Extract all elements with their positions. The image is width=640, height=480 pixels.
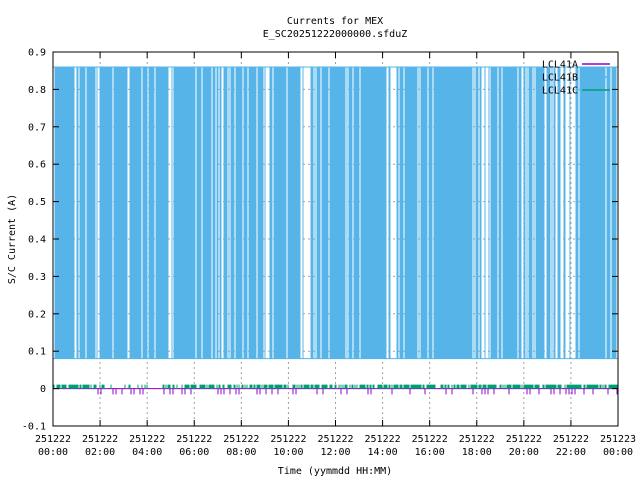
x-tick-label-time: 22:00: [556, 447, 586, 458]
x-tick-label-date: 251222: [412, 434, 448, 445]
y-tick-label: 0.4: [28, 235, 46, 246]
x-tick-label-time: 18:00: [462, 447, 492, 458]
x-tick-label-date: 251222: [223, 434, 259, 445]
x-tick-label-time: 00:00: [603, 447, 633, 458]
y-tick-label: 0.9: [28, 48, 46, 59]
legend: LCL41A LCL41B LCL41C: [542, 60, 610, 97]
plot-border: [52, 51, 619, 427]
x-tick-label-time: 08:00: [226, 447, 256, 458]
y-tick-label: 0.2: [28, 309, 46, 320]
chart-subtitle: E_SC20251222000000.sfduZ: [263, 29, 408, 40]
y-tick-label: 0.8: [28, 85, 46, 96]
y-axis-label: S/C Current (A): [7, 194, 18, 284]
y-tick-label: 0.7: [28, 122, 46, 133]
y-tick-label: 0.3: [28, 272, 46, 283]
series-lcl41b-line: [53, 66, 618, 360]
x-tick-label-date: 251222: [129, 434, 165, 445]
x-axis-label: Time (yymmdd HH:MM): [278, 466, 392, 477]
legend-label: LCL41A: [542, 60, 578, 71]
x-tick-label-time: 20:00: [509, 447, 539, 458]
y-tick-label: 0.6: [28, 160, 46, 171]
series-layer: [52, 66, 619, 395]
y-tick-label: 0: [40, 384, 46, 395]
x-tick-label-date: 251222: [553, 434, 589, 445]
x-tick-label-date: 251222: [176, 434, 212, 445]
x-tick-label-time: 04:00: [132, 447, 162, 458]
legend-label: LCL41C: [542, 86, 578, 97]
x-tick-label-time: 16:00: [415, 447, 445, 458]
x-tick-label-time: 12:00: [320, 447, 350, 458]
x-tick-label-date: 251222: [506, 434, 542, 445]
x-tick-label-date: 251222: [270, 434, 306, 445]
x-tick-label-time: 14:00: [368, 447, 398, 458]
x-tick-label-time: 10:00: [273, 447, 303, 458]
legend-label: LCL41B: [542, 73, 578, 84]
x-tick-label-time: 02:00: [85, 447, 115, 458]
y-tick-label: 0.1: [28, 347, 46, 358]
x-tick-label-date: 251222: [35, 434, 71, 445]
axes: -0.1 0 0.1 0.2 0.3 0.4 0.5 0.6 0.7 0.8 0.9 251222 00…: [22, 48, 636, 459]
x-tick-label-date: 251222: [365, 434, 401, 445]
x-tick-label-time: 06:00: [179, 447, 209, 458]
y-tick-label: 0.5: [28, 197, 46, 208]
series-lcl41c-line: [53, 384, 619, 389]
x-tick-label-date: 251222: [317, 434, 353, 445]
chart-title: Currents for MEX: [287, 16, 383, 27]
x-tick-label-date: 251223: [600, 434, 636, 445]
x-tick-label-date: 251222: [459, 434, 495, 445]
x-tick-label-time: 00:00: [38, 447, 68, 458]
y-tick-label: -0.1: [22, 422, 46, 433]
x-tick-label-date: 251222: [82, 434, 118, 445]
